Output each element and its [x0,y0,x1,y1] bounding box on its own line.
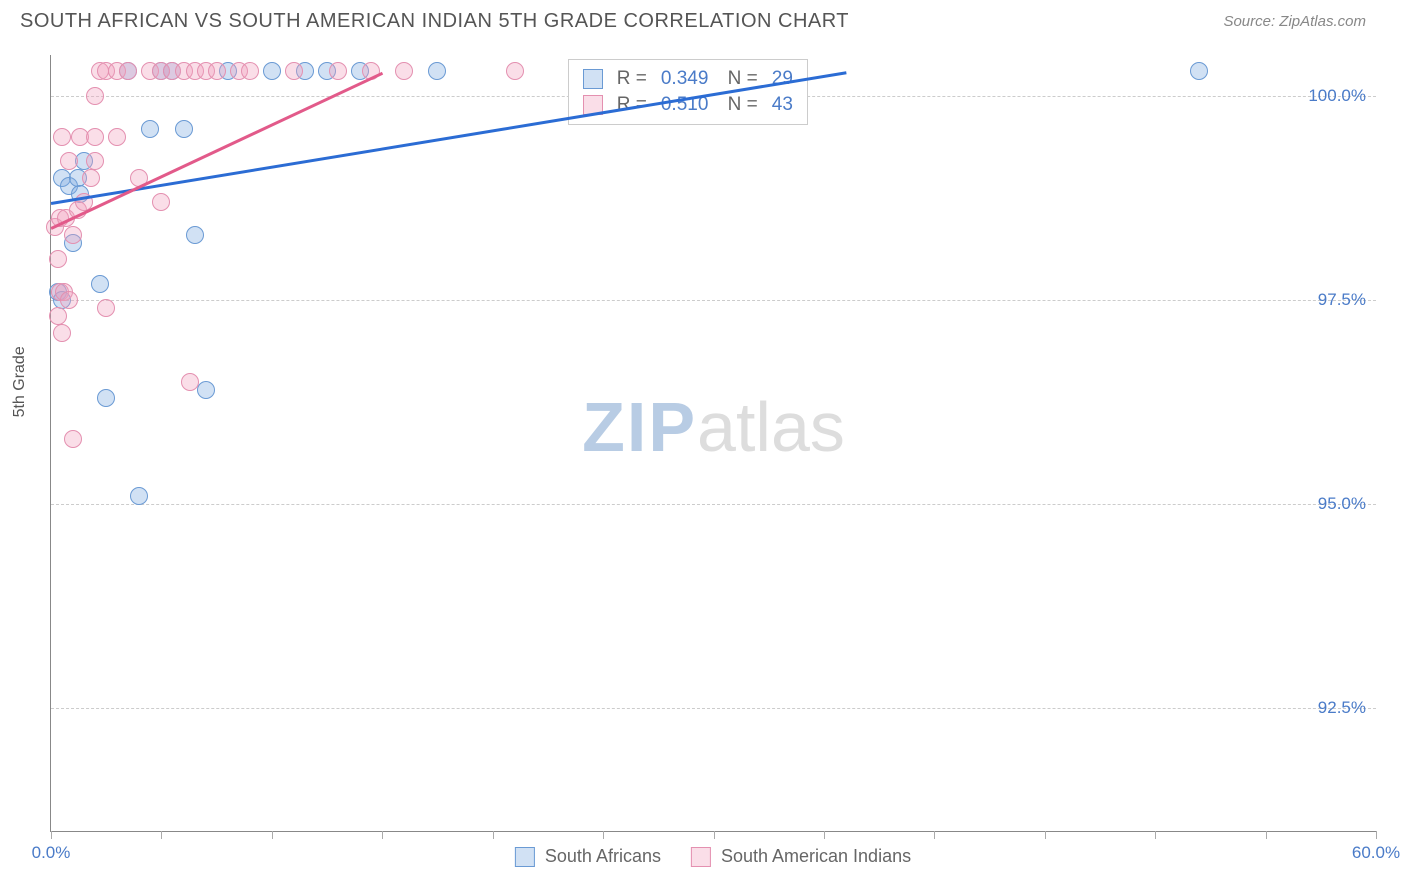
scatter-point [263,62,281,80]
stats-row: R =0.510 N =43 [583,92,793,118]
x-tick [603,831,604,839]
x-tick [714,831,715,839]
stats-n-label: N = [722,94,757,116]
scatter-point [86,152,104,170]
scatter-point [49,250,67,268]
scatter-point [181,373,199,391]
stats-swatch [583,69,603,89]
scatter-point [49,307,67,325]
watermark-atlas: atlas [697,388,845,466]
x-tick [1155,831,1156,839]
trend-line [51,71,846,204]
x-tick [493,831,494,839]
y-axis-label: 5th Grade [11,346,29,417]
scatter-point [285,62,303,80]
gridline [51,300,1376,301]
scatter-point [175,120,193,138]
scatter-point [208,62,226,80]
legend: South Africans South American Indians [515,846,911,867]
scatter-point [60,291,78,309]
legend-item: South American Indians [691,846,911,867]
scatter-point [86,128,104,146]
scatter-point [60,152,78,170]
legend-label: South American Indians [721,846,911,867]
scatter-point [97,389,115,407]
scatter-point [97,299,115,317]
scatter-point [53,128,71,146]
scatter-point [130,487,148,505]
scatter-point [329,62,347,80]
gridline [51,708,1376,709]
x-tick-label: 0.0% [32,843,71,863]
scatter-point [53,324,71,342]
scatter-point [1190,62,1208,80]
x-tick [382,831,383,839]
stats-r-label: R = [617,68,647,90]
stats-n-value: 43 [772,94,793,116]
scatter-point [395,62,413,80]
scatter-point [506,62,524,80]
x-tick [1376,831,1377,839]
scatter-point [428,62,446,80]
scatter-point [91,275,109,293]
x-tick [161,831,162,839]
y-tick-label: 95.0% [1318,494,1366,514]
y-tick-label: 100.0% [1308,86,1366,106]
gridline [51,504,1376,505]
scatter-point [64,430,82,448]
y-tick-label: 92.5% [1318,698,1366,718]
scatter-point [86,87,104,105]
legend-label: South Africans [545,846,661,867]
source-label: Source: ZipAtlas.com [1223,13,1366,30]
legend-item: South Africans [515,846,661,867]
scatter-point [141,120,159,138]
stats-n-value: 29 [772,68,793,90]
legend-swatch [691,847,711,867]
scatter-point [119,62,137,80]
x-tick [1266,831,1267,839]
x-tick [824,831,825,839]
x-tick [934,831,935,839]
scatter-point [108,128,126,146]
scatter-point [152,193,170,211]
x-tick [272,831,273,839]
stats-r-value: 0.349 [661,68,709,90]
x-tick-label: 60.0% [1352,843,1400,863]
scatter-point [64,226,82,244]
scatter-point [82,169,100,187]
scatter-point [241,62,259,80]
watermark-zip: ZIP [582,388,697,466]
x-tick [51,831,52,839]
chart-area: 5th Grade ZIPatlas 92.5%95.0%97.5%100.0%… [50,55,1376,832]
watermark: ZIPatlas [582,387,845,467]
x-tick [1045,831,1046,839]
scatter-point [197,381,215,399]
chart-title: SOUTH AFRICAN VS SOUTH AMERICAN INDIAN 5… [20,10,849,33]
stats-box: R =0.349 N =29R =0.510 N =43 [568,59,808,125]
stats-row: R =0.349 N =29 [583,66,793,92]
plot-area: ZIPatlas 92.5%95.0%97.5%100.0%0.0%60.0%R… [50,55,1376,832]
legend-swatch [515,847,535,867]
scatter-point [186,226,204,244]
y-tick-label: 97.5% [1318,290,1366,310]
